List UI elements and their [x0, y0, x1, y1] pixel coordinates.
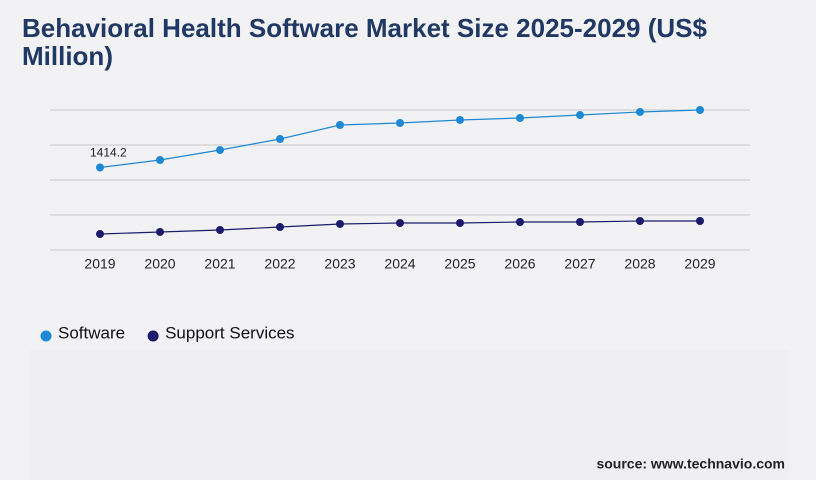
x-tick-label: 2026: [504, 256, 535, 272]
x-tick-label: 2020: [144, 256, 175, 272]
legend-label: Software: [58, 323, 125, 342]
data-point: [576, 111, 584, 120]
data-point: [336, 219, 344, 228]
data-point: [516, 218, 524, 226]
data-point: [156, 227, 164, 236]
data-point: [576, 218, 584, 226]
data-point: [156, 155, 164, 164]
x-tick-label: 2019: [84, 256, 115, 272]
data-point: [396, 218, 404, 227]
data-point: [216, 146, 224, 155]
data-point: [636, 217, 644, 226]
data-point: [516, 113, 524, 122]
data-point: [96, 163, 104, 172]
x-tick-label: 2021: [204, 256, 235, 272]
data-point: [396, 119, 404, 128]
x-tick-label: 2022: [264, 256, 295, 272]
panel: [30, 350, 790, 480]
chart-title: Behavioral Health Software Market Size 2…: [22, 13, 708, 71]
series-line: [99, 109, 701, 169]
x-tick-label: 2029: [684, 256, 715, 272]
data-label: 1414.2: [90, 146, 127, 160]
x-tick-label: 2027: [564, 256, 595, 272]
x-tick-label: 2023: [324, 256, 355, 272]
data-point: [96, 230, 104, 239]
data-point: [456, 218, 464, 227]
x-tick-label: 2025: [444, 256, 475, 272]
data-point: [696, 217, 704, 226]
x-tick-label: 2024: [384, 256, 415, 272]
legend-marker: [147, 330, 159, 342]
legend-label: Support Services: [165, 323, 294, 342]
legend-marker: [40, 330, 52, 342]
data-point: [456, 115, 464, 124]
x-tick-label: 2028: [624, 256, 655, 272]
source: source: www.technavio.com: [596, 456, 785, 472]
data-point: [216, 225, 224, 234]
data-point: [276, 134, 284, 143]
data-point: [336, 120, 344, 129]
data-point: [276, 223, 284, 232]
data-point: [696, 106, 704, 114]
data-point: [636, 107, 644, 116]
